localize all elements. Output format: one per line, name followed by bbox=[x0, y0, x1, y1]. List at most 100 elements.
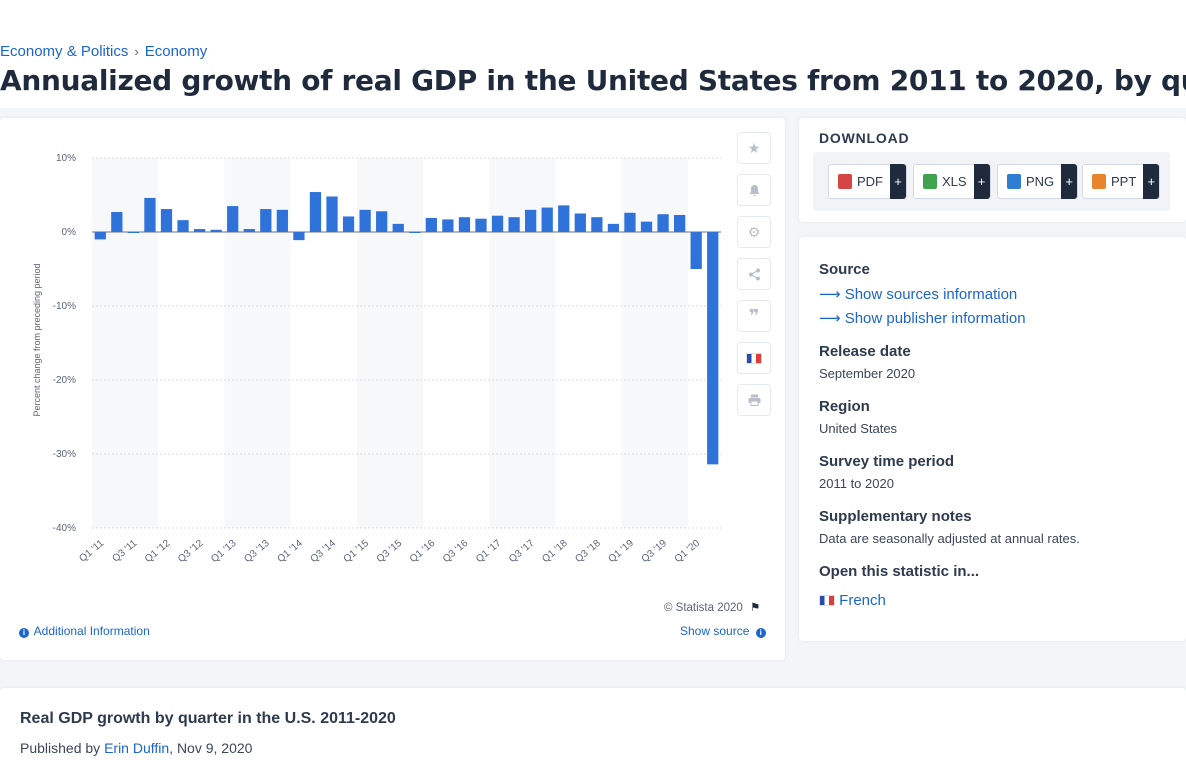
show-source-link[interactable]: Show source i bbox=[680, 624, 768, 638]
bar[interactable] bbox=[160, 209, 173, 232]
bar[interactable] bbox=[127, 232, 140, 233]
bar[interactable] bbox=[690, 232, 702, 269]
x-tick-label: Q1 '12 bbox=[143, 538, 173, 565]
x-tick-label: Q1 '15 bbox=[342, 538, 372, 565]
open-in-french-link[interactable]: French bbox=[819, 592, 886, 609]
chart: 10% 0% -10% -20% -30% -40% Q1 '11 Q3 '11 Q1 '12… bbox=[32, 153, 721, 565]
bar[interactable] bbox=[574, 213, 586, 233]
xls-file-icon bbox=[923, 174, 937, 189]
bar[interactable] bbox=[640, 221, 653, 232]
copyright-notice: © Statista 2020 ⚑ bbox=[664, 602, 761, 614]
x-tick-label: Q3 '14 bbox=[309, 538, 339, 565]
x-tick-label: Q3 '17 bbox=[507, 538, 537, 565]
statistic-info-card: Source ⟶ Show sources information ⟶ Show… bbox=[799, 237, 1186, 641]
bar[interactable] bbox=[491, 215, 504, 232]
bar[interactable] bbox=[359, 209, 371, 232]
plus-icon: + bbox=[890, 164, 906, 199]
bar[interactable] bbox=[475, 218, 487, 232]
x-tick-label: Q1 '11 bbox=[77, 538, 106, 565]
bar[interactable] bbox=[624, 212, 636, 232]
bar[interactable] bbox=[558, 205, 570, 232]
arrow-right-icon: ⟶ bbox=[819, 310, 841, 327]
breadcrumb-economy[interactable]: Economy bbox=[144, 43, 208, 60]
additional-information-link[interactable]: i Additional Information bbox=[19, 624, 150, 638]
bar[interactable] bbox=[144, 197, 156, 232]
bar[interactable] bbox=[591, 217, 603, 232]
french-flag-icon bbox=[819, 595, 835, 606]
bar[interactable] bbox=[260, 209, 272, 232]
download-card: DOWNLOAD PDF + XLS + PNG + PPT + bbox=[799, 118, 1186, 222]
bar[interactable] bbox=[243, 229, 255, 232]
chart-card: 10% 0% -10% -20% -30% -40% Q1 '11 Q3 '11 Q1 '12… bbox=[0, 118, 785, 660]
ppt-file-icon bbox=[1092, 174, 1106, 189]
y-tick-label: -30% bbox=[53, 449, 76, 460]
download-ppt-button[interactable]: PPT + bbox=[1082, 164, 1161, 199]
bar[interactable] bbox=[342, 216, 355, 232]
plus-icon: + bbox=[973, 164, 990, 199]
bar[interactable] bbox=[541, 207, 553, 232]
x-tick-label: Q1 '16 bbox=[408, 538, 438, 565]
bar[interactable] bbox=[458, 217, 471, 232]
breadcrumb-separator-icon: › bbox=[134, 44, 139, 59]
bar[interactable] bbox=[442, 219, 454, 232]
download-png-button[interactable]: PNG + bbox=[997, 164, 1079, 199]
bar[interactable] bbox=[326, 196, 338, 232]
y-tick-label: -20% bbox=[53, 375, 76, 386]
download-xls-button[interactable]: XLS + bbox=[913, 164, 991, 199]
share-icon[interactable] bbox=[737, 258, 771, 290]
bar[interactable] bbox=[392, 223, 404, 232]
show-publisher-link[interactable]: ⟶ Show publisher information bbox=[819, 310, 1026, 327]
x-tick-label: Q3 '18 bbox=[573, 538, 603, 565]
x-tick-label: Q3 '19 bbox=[640, 538, 670, 565]
published-info: Published by Erin Duffin, Nov 9, 2020 bbox=[20, 740, 253, 756]
download-title: DOWNLOAD bbox=[819, 130, 910, 146]
x-tick-label: Q3 '16 bbox=[441, 538, 471, 565]
notification-bell-icon[interactable] bbox=[737, 174, 771, 206]
print-icon[interactable] bbox=[737, 384, 771, 416]
png-file-icon bbox=[1007, 174, 1021, 189]
x-tick-label: Q1 '14 bbox=[275, 538, 305, 565]
y-tick-label: 10% bbox=[56, 153, 76, 164]
bar[interactable] bbox=[293, 232, 305, 241]
bar[interactable] bbox=[210, 229, 222, 232]
bar[interactable] bbox=[177, 220, 189, 232]
x-tick-label: Q1 '20 bbox=[673, 538, 703, 565]
bar[interactable] bbox=[193, 229, 206, 232]
settings-gear-icon[interactable]: ⚙ bbox=[737, 216, 771, 248]
flag-report-icon[interactable]: ⚑ bbox=[750, 602, 761, 614]
x-tick-label: Q3 '13 bbox=[242, 538, 272, 565]
bar[interactable] bbox=[673, 214, 686, 232]
bar[interactable] bbox=[111, 212, 123, 232]
statistic-summary-card: Real GDP growth by quarter in the U.S. 2… bbox=[0, 688, 1186, 760]
supplementary-notes-label: Supplementary notes bbox=[819, 508, 972, 525]
french-flag-icon[interactable] bbox=[737, 342, 771, 374]
bar[interactable] bbox=[707, 232, 719, 465]
y-tick-label: 0% bbox=[62, 227, 77, 238]
pdf-file-icon bbox=[838, 174, 852, 189]
bar[interactable] bbox=[276, 209, 288, 232]
show-sources-link[interactable]: ⟶ Show sources information bbox=[819, 286, 1018, 303]
breadcrumb-economy-politics[interactable]: Economy & Politics bbox=[0, 43, 129, 60]
download-pdf-button[interactable]: PDF + bbox=[828, 164, 907, 199]
favorite-star-icon[interactable]: ★ bbox=[737, 132, 771, 164]
x-tick-label: Q3 '15 bbox=[375, 538, 405, 565]
download-buttons: PDF + XLS + PNG + PPT + bbox=[813, 152, 1170, 211]
y-axis-label: Percent change from preceding period bbox=[32, 263, 42, 416]
bar[interactable] bbox=[508, 217, 520, 232]
bar[interactable] bbox=[607, 223, 620, 232]
x-tick-label: Q1 '18 bbox=[540, 538, 570, 565]
bar[interactable] bbox=[657, 214, 669, 232]
bar[interactable] bbox=[525, 209, 537, 232]
bar[interactable] bbox=[94, 232, 106, 240]
bar[interactable] bbox=[376, 211, 388, 232]
header-background bbox=[0, 0, 1186, 108]
bar[interactable] bbox=[309, 192, 322, 232]
bar[interactable] bbox=[425, 217, 437, 232]
citation-quote-icon[interactable]: ❞ bbox=[737, 300, 771, 332]
bar[interactable] bbox=[409, 232, 421, 233]
author-link[interactable]: Erin Duffin bbox=[104, 740, 170, 756]
info-icon: i bbox=[19, 628, 29, 638]
y-tick-label: -40% bbox=[53, 523, 76, 534]
supplementary-notes-value: Data are seasonally adjusted at annual r… bbox=[819, 531, 1080, 546]
bar[interactable] bbox=[227, 206, 239, 232]
